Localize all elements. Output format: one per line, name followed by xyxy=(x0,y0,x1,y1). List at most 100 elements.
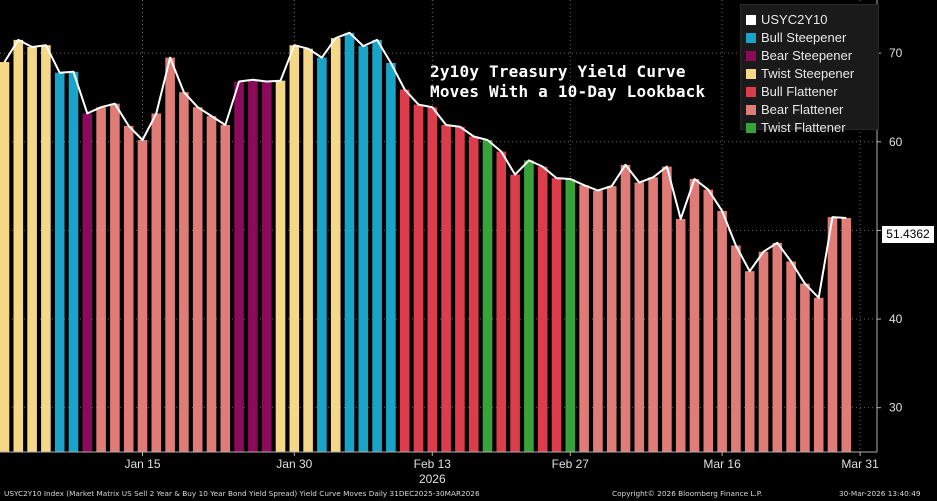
annotation-line-1: 2y10y Treasury Yield Curve xyxy=(430,62,686,81)
x-tick-label-2: Feb 13 xyxy=(414,457,452,471)
footer-copyright: Copyright© 2026 Bloomberg Finance L.P. xyxy=(612,489,763,498)
bar-53 xyxy=(731,245,741,452)
bar-50 xyxy=(689,179,700,452)
legend-swatch xyxy=(746,32,756,43)
bar-56 xyxy=(772,242,783,452)
x-tick-label-4: Mar 16 xyxy=(703,457,741,471)
bar-49 xyxy=(675,218,686,452)
legend-swatch xyxy=(746,68,756,79)
bar-59 xyxy=(813,297,824,452)
legend-item-bull-steepener: Bull Steepener xyxy=(741,29,878,46)
bar-51 xyxy=(703,189,714,452)
legend-label: Twist Steepener xyxy=(761,66,855,81)
bar-9 xyxy=(123,125,134,452)
legend-swatch xyxy=(746,50,756,61)
bar-18 xyxy=(248,79,258,452)
bar-22 xyxy=(303,48,313,453)
bar-24 xyxy=(330,38,341,452)
legend-label: Bear Steepener xyxy=(761,48,853,63)
legend-swatch xyxy=(746,104,756,115)
bar-55 xyxy=(758,251,769,452)
x-year-label: 2026 xyxy=(419,472,446,486)
bar-8 xyxy=(110,103,120,452)
legend-item-twist-steepener: Twist Steepener xyxy=(741,65,878,82)
bar-2 xyxy=(27,46,37,453)
bar-30 xyxy=(413,104,424,453)
bar-21 xyxy=(289,45,300,452)
y-tick-label-30: 30 xyxy=(889,401,903,415)
bar-23 xyxy=(317,57,327,452)
bar-57 xyxy=(786,261,796,452)
legend-swatch xyxy=(746,14,756,25)
y-tick-label-40: 40 xyxy=(889,312,903,326)
bar-28 xyxy=(386,62,396,453)
legend-item-line: USYC2Y10 xyxy=(741,11,878,28)
y-tick-label-60: 60 xyxy=(889,135,903,149)
bar-0 xyxy=(0,62,10,452)
legend-item-bear-flattener: Bear Flattener xyxy=(741,101,878,118)
bar-20 xyxy=(275,80,286,453)
bar-34 xyxy=(468,136,479,452)
bar-26 xyxy=(358,46,369,452)
legend-swatch xyxy=(746,86,756,97)
legend-item-bull-flattener: Bull Flattener xyxy=(741,83,878,100)
y-tick-label-70: 70 xyxy=(889,46,903,60)
series-line xyxy=(3,31,847,299)
bar-27 xyxy=(372,39,382,452)
bar-5 xyxy=(68,71,79,452)
bar-4 xyxy=(54,72,65,453)
legend-label: Bull Steepener xyxy=(761,30,847,45)
bar-46 xyxy=(634,182,645,452)
last-value-label: 51.4362 xyxy=(882,226,934,243)
legend-item-bear-steepener: Bear Steepener xyxy=(741,47,878,64)
bar-43 xyxy=(593,190,603,453)
bar-19 xyxy=(261,81,272,452)
annotation-line-2: Moves With a 10-Day Lookback xyxy=(430,82,706,101)
bar-12 xyxy=(165,57,175,452)
x-tick-label-3: Feb 27 xyxy=(552,457,590,471)
legend-label: Twist Flattener xyxy=(761,120,846,135)
bar-1 xyxy=(13,39,24,452)
bar-54 xyxy=(744,271,755,452)
footer-description: USYC2Y10 Index (Market Matrix US Sell 2 … xyxy=(4,489,480,498)
bar-25 xyxy=(344,32,355,453)
legend: USYC2Y10 Bull Steepener Bear Steepener Twis… xyxy=(740,4,879,135)
bar-47 xyxy=(648,177,658,453)
legend-label: Bull Flattener xyxy=(761,84,838,99)
bar-48 xyxy=(662,166,672,452)
chart-annotation: 2y10y Treasury Yield Curve Moves With a … xyxy=(430,62,705,102)
bar-58 xyxy=(800,283,810,452)
footer-timestamp: 30-Mar-2026 13:40:49 xyxy=(839,489,921,498)
bar-39 xyxy=(537,166,548,452)
bar-41 xyxy=(565,179,576,452)
bar-17 xyxy=(234,81,244,452)
bar-11 xyxy=(151,113,162,452)
legend-label: USYC2Y10 xyxy=(761,12,828,27)
bar-38 xyxy=(524,160,534,452)
bar-3 xyxy=(41,45,51,452)
bar-60 xyxy=(827,217,838,452)
legend-item-twist-flattener: Twist Flattener xyxy=(741,119,878,136)
x-tick-label-0: Jan 15 xyxy=(124,457,160,471)
bar-40 xyxy=(551,178,562,452)
legend-swatch xyxy=(746,122,756,133)
bar-45 xyxy=(620,164,631,453)
bar-7 xyxy=(96,107,106,453)
bar-32 xyxy=(441,124,451,452)
bar-15 xyxy=(206,116,217,452)
legend-label: Bear Flattener xyxy=(761,102,844,117)
bar-33 xyxy=(455,126,465,453)
bar-29 xyxy=(399,89,410,452)
bar-42 xyxy=(579,185,589,452)
bar-31 xyxy=(427,107,438,453)
bar-16 xyxy=(220,124,231,452)
bar-61 xyxy=(841,218,852,452)
bar-52 xyxy=(717,210,727,452)
bar-35 xyxy=(482,140,493,452)
bar-44 xyxy=(606,186,617,452)
bar-6 xyxy=(82,113,93,452)
bar-37 xyxy=(510,174,520,453)
x-tick-label-1: Jan 30 xyxy=(276,457,312,471)
bar-36 xyxy=(496,151,507,452)
